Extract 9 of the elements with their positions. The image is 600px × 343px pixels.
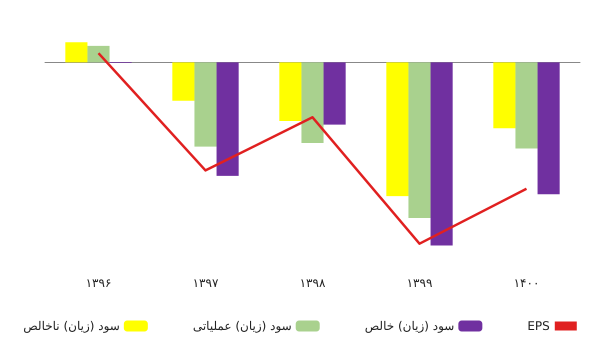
- legend-label: سود (زیان) عملیاتی: [192, 319, 292, 333]
- x-tick-label: ۱۳۹۸: [300, 276, 326, 290]
- x-tick-label: ۱۳۹۶: [86, 276, 112, 290]
- x-tick-label: ۱۳۹۹: [406, 276, 432, 290]
- legend-label: سود (زیان) خالص: [364, 319, 454, 333]
- legend-label: سود (زیان) ناخالص: [23, 319, 120, 333]
- x-tick-label: ۱۳۹۷: [192, 276, 219, 290]
- x-tick-label: ۱۴۰۰: [514, 276, 540, 290]
- legend-label: EPS: [527, 319, 550, 333]
